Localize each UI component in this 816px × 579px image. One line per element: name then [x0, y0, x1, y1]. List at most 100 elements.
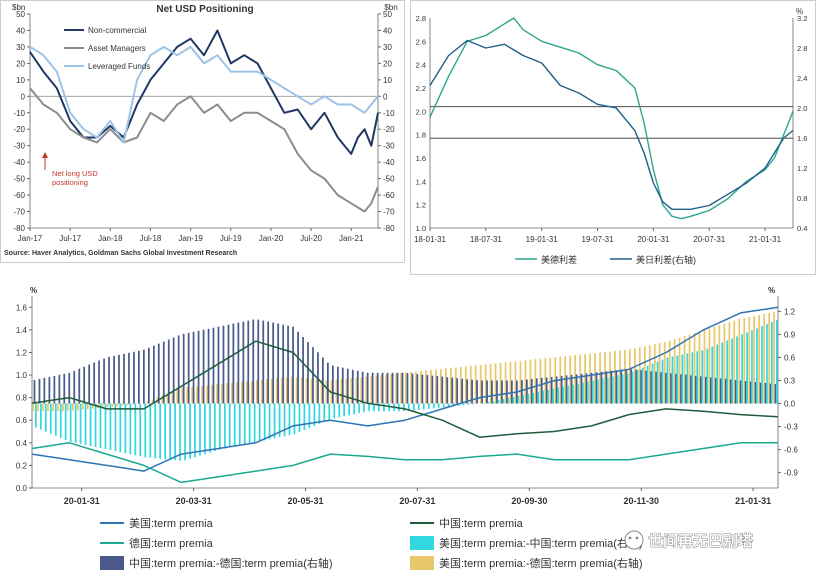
bar [322, 357, 324, 404]
bar [258, 403, 261, 442]
bar [734, 380, 737, 404]
bar [355, 377, 358, 404]
bar [214, 403, 216, 452]
bar [72, 403, 74, 411]
bar [40, 403, 42, 430]
x-tick-label: 20-09-30 [511, 496, 547, 506]
bar [629, 349, 631, 404]
bar [688, 334, 691, 404]
bar [472, 403, 475, 405]
bar [655, 371, 658, 404]
bar [447, 403, 450, 407]
bar [98, 360, 100, 404]
bar [186, 387, 189, 404]
bar [275, 378, 278, 404]
bar [187, 332, 190, 404]
left-tick-label: 0.0 [16, 484, 28, 493]
x-tick-label: 18-07-31 [470, 235, 503, 244]
right-tick-label: -20 [383, 125, 395, 134]
right-tick-label: 1.6 [797, 134, 807, 143]
bar [219, 403, 221, 450]
bar [174, 403, 176, 461]
bar [469, 365, 472, 404]
bar [446, 377, 449, 404]
bar [666, 357, 669, 404]
bar [507, 397, 510, 404]
x-tick-label: Jan-20 [259, 234, 284, 243]
bar [114, 403, 117, 452]
bar [569, 355, 572, 404]
bar [497, 399, 500, 404]
bar [436, 376, 439, 404]
right-tick-label: -0.9 [784, 469, 798, 478]
bar [89, 403, 92, 446]
x-tick-label: 20-11-30 [623, 496, 659, 506]
bar [35, 403, 37, 428]
bar [136, 403, 139, 404]
bar [753, 316, 756, 404]
chart-title: Net USD Positioning [156, 4, 253, 15]
bar [545, 377, 548, 404]
bar [570, 374, 573, 404]
bar [32, 403, 34, 412]
bar [320, 379, 323, 404]
bar [172, 337, 175, 404]
bar [539, 358, 542, 404]
bar [759, 382, 762, 404]
bar [606, 377, 609, 404]
bar [267, 321, 270, 404]
bar [708, 328, 711, 404]
panel-rate-spreads: % 2.8 2.6 2.4 2.2 2.0 1.8 1.6 1.4 1.2 1.0 3.2 2.8 2.4… [410, 0, 816, 275]
bar [441, 376, 444, 404]
bar [268, 403, 271, 440]
bar [189, 403, 191, 459]
left-tick-label: 20 [16, 59, 25, 68]
bar [380, 375, 383, 404]
bar [310, 378, 313, 404]
bar [391, 372, 394, 404]
bar [451, 377, 454, 404]
bar [701, 350, 704, 404]
bar [615, 370, 618, 404]
bar [499, 362, 502, 404]
bar [302, 337, 304, 404]
bar [560, 375, 563, 404]
bar [681, 354, 684, 404]
bar [116, 403, 119, 407]
x-tick-label: Jan-18 [98, 234, 123, 243]
bar [224, 403, 226, 449]
bar [253, 403, 256, 443]
bar [143, 349, 145, 404]
left-tick-label: 10 [16, 76, 25, 85]
bar [333, 403, 336, 419]
bar [492, 401, 495, 404]
left-tick-label: -50 [13, 175, 25, 184]
bar [118, 354, 120, 404]
right-tick-label: -80 [383, 224, 395, 233]
bar [706, 348, 709, 404]
bar [466, 379, 469, 404]
bar [724, 378, 727, 404]
bar [376, 372, 379, 404]
bar [502, 398, 505, 404]
source-note: Source: Haver Analytics, Goldman Sachs G… [4, 250, 237, 257]
bar [182, 333, 185, 404]
bar [144, 403, 147, 458]
bar [381, 372, 384, 404]
bar [375, 375, 378, 404]
bar [73, 370, 76, 404]
bar [653, 344, 656, 404]
bar [131, 403, 134, 405]
bar [749, 381, 752, 404]
x-tick-label: Jul-19 [220, 234, 242, 243]
left-tick-label: 2.4 [416, 61, 426, 70]
series-line [31, 340, 779, 438]
bar [211, 384, 213, 404]
bar [690, 375, 692, 404]
bar [313, 403, 316, 426]
bar [119, 403, 122, 453]
left-tick-label: 0.6 [16, 416, 28, 425]
bar [408, 403, 410, 411]
bar [226, 383, 228, 404]
bar [78, 368, 81, 404]
